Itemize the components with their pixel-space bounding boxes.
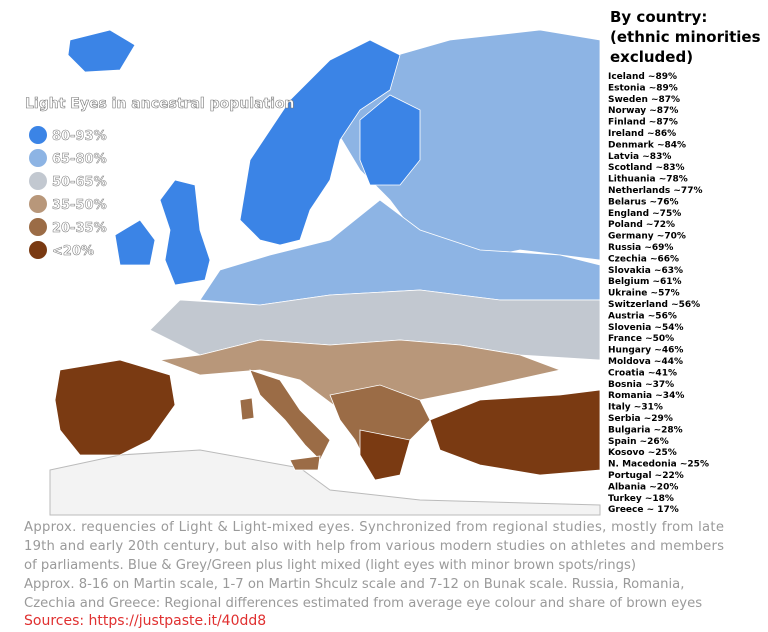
caption-line: of parliaments. Blue & Grey/Green plus l… [24,558,636,573]
country-value: Estonia ~89% [608,83,678,93]
country-value: Greece ~ 17% [608,505,679,515]
country-value: Switzerland ~56% [608,300,700,310]
legend-label: 50-65% [52,175,107,190]
country-value: Austria ~56% [608,311,677,321]
iceland [67,29,136,73]
country-value: Moldova ~44% [608,357,683,367]
turkey [429,389,601,476]
country-value: Scotland ~83% [608,163,685,173]
country-value: Serbia ~29% [608,414,673,424]
legend-label: 20-35% [52,221,107,236]
country-value: Hungary ~46% [608,346,683,356]
country-value: Belgium ~61% [608,277,682,287]
country-value: Italy ~31% [608,403,663,413]
great-britain [159,179,211,286]
country-value: Norway ~87% [608,106,678,116]
caption: Approx. requencies of Light & Light-mixe… [24,520,724,611]
legend-label: 35-50% [52,198,107,213]
central-south [159,339,562,421]
country-value: Spain ~26% [608,437,669,447]
country-value: Sweden ~87% [608,95,680,105]
country-value: Romania ~34% [608,391,684,401]
legend-swatch [29,172,47,190]
country-value: Iceland ~89% [608,72,677,82]
finland [359,94,421,186]
legend-swatch [29,126,47,144]
country-value: N. Macedonia ~25% [608,460,709,470]
country-value: Ireland ~86% [608,129,676,139]
country-value: France ~50% [608,334,674,344]
caption-line: 19th and early 20th century, but also wi… [24,539,724,554]
italy [249,369,331,461]
country-value: Czechia ~66% [608,254,679,264]
country-value: Turkey ~18% [608,494,674,504]
country-value: Croatia ~41% [608,368,677,378]
country-value: England ~75% [608,209,681,219]
side-title: (ethnic minorities [610,28,761,46]
legend-swatch [29,218,47,236]
country-value: Slovenia ~54% [608,323,684,333]
iberia [54,359,176,456]
country-list: Iceland ~89%Estonia ~89% Sweden ~87%Norwa… [608,72,709,515]
country-value: Finland ~87% [608,118,678,128]
country-value: Slovakia ~63% [608,266,683,276]
country-value: Germany ~70% [608,232,686,242]
legend-label: 80-93% [52,129,107,144]
country-value: Latvia ~83% [608,152,671,162]
caption-line: Czechia and Greece: Regional differences… [24,596,702,611]
greece [359,429,411,481]
legend-label: <20% [52,244,94,259]
source-link[interactable]: Sources: https://justpaste.it/40dd8 [24,613,266,629]
country-value: Albania ~20% [608,482,678,492]
country-value: Kosovo ~25% [608,448,677,458]
ireland [114,219,156,266]
country-value: Russia ~69% [608,243,673,253]
legend-swatch [29,241,47,259]
side-title: By country: [610,8,707,26]
country-value: Lithuania ~78% [608,175,688,185]
scandinavia [239,39,401,246]
legend-label: 65-80% [52,152,107,167]
legend-swatch [29,149,47,167]
caption-line: Approx. requencies of Light & Light-mixe… [24,520,724,535]
country-value: Bosnia ~37% [608,380,674,390]
caption-line: Approx. 8-16 on Martin scale, 1-7 on Mar… [24,577,684,592]
corsica-sardinia [239,397,255,421]
country-value: Netherlands ~77% [608,186,702,196]
country-value: Ukraine ~57% [608,289,680,299]
legend-swatch [29,195,47,213]
country-value: Denmark ~84% [608,140,686,150]
country-value: Portugal ~22% [608,471,684,481]
legend: 80-93% 65-80% 50-65% 35-50% 20-35% <20% [29,126,107,259]
sicily [289,455,321,471]
country-value: Poland ~72% [608,220,675,230]
africa [49,449,601,516]
map [49,29,601,516]
country-value: Belarus ~76% [608,197,679,207]
side-title: excluded) [610,48,693,66]
legend-title: Light Eyes in ancestral population [25,96,295,112]
country-value: Bulgaria ~28% [608,425,683,435]
